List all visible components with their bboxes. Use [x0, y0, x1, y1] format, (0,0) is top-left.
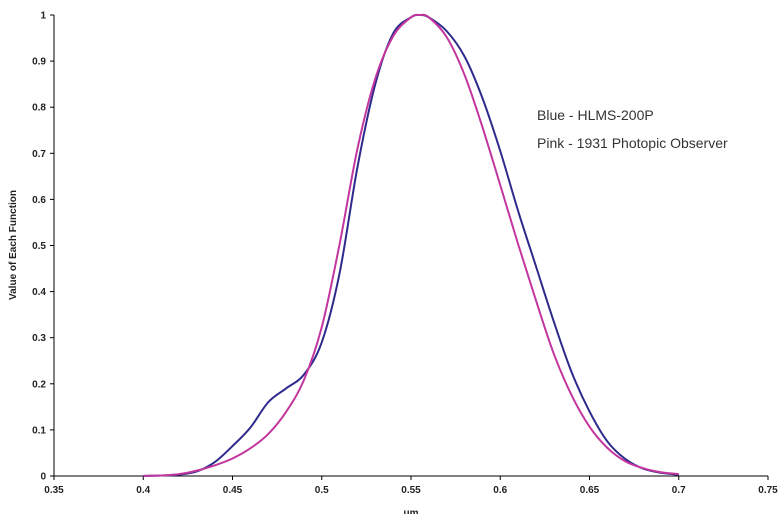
- y-tick-label: 0.3: [32, 333, 46, 344]
- series-line-blue: [143, 13, 679, 477]
- y-tick-label: 0.6: [32, 195, 46, 206]
- x-axis-title: um: [404, 508, 419, 514]
- y-axis-ticks: 0 0.1 0.2 0.3 0.4 0.5 0.6 0.7 0.8 0.9 1: [32, 11, 54, 483]
- x-tick-label: 0.35: [44, 485, 64, 496]
- legend-entry-pink: Pink - 1931 Photopic Observer: [537, 135, 728, 151]
- y-tick-label: 0.4: [32, 287, 46, 298]
- y-tick-label: 0.8: [32, 103, 46, 114]
- x-tick-label: 0.45: [223, 485, 243, 496]
- y-tick-label: 0.7: [32, 149, 46, 160]
- x-tick-label: 0.4: [136, 485, 150, 496]
- x-tick-label: 0.55: [401, 485, 421, 496]
- y-tick-label: 1: [40, 11, 46, 22]
- y-tick-label: 0.9: [32, 57, 46, 68]
- y-tick-label: 0.5: [32, 241, 46, 252]
- x-tick-label: 0.5: [315, 485, 329, 496]
- y-tick-label: 0: [40, 472, 46, 483]
- x-tick-label: 0.75: [758, 485, 778, 496]
- x-axis-ticks: 0.35 0.4 0.45 0.5 0.55 0.6 0.65 0.7 0.75: [44, 476, 778, 496]
- series-layer: [143, 13, 679, 477]
- x-tick-label: 0.6: [493, 485, 507, 496]
- series-line-pink: [143, 13, 679, 477]
- axes: [53, 15, 768, 477]
- legend: Blue - HLMS-200P Pink - 1931 Photopic Ob…: [537, 107, 728, 151]
- x-tick-label: 0.65: [580, 485, 600, 496]
- y-tick-label: 0.1: [32, 425, 46, 436]
- legend-entry-blue: Blue - HLMS-200P: [537, 107, 654, 123]
- y-tick-label: 0.2: [32, 379, 46, 390]
- y-axis-title: Value of Each Function: [8, 190, 19, 300]
- x-tick-label: 0.7: [672, 485, 686, 496]
